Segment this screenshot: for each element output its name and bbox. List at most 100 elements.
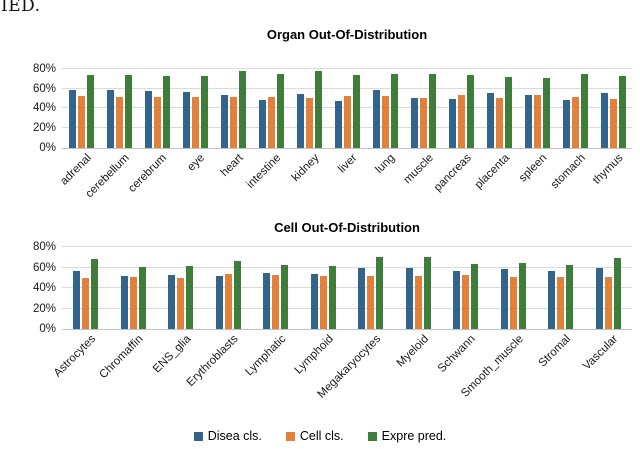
- bar-adrenal-disea-cls: [68, 89, 76, 148]
- bar-kidney-cell-cls: [305, 97, 313, 148]
- x-tick-eye: eye: [185, 152, 208, 174]
- bar-chromaffin-cell-cls: [129, 276, 137, 329]
- bar-group-schwann: [442, 240, 490, 329]
- y-tick-60: 60%: [32, 261, 56, 274]
- legend-swatch-disea-cls: [193, 431, 203, 441]
- bar-stromal-disea-cls: [548, 270, 556, 329]
- x-tick-adrenal: adrenal: [57, 152, 94, 188]
- bar-chromaffin-disea-cls: [120, 275, 128, 329]
- bar-group-spleen: [518, 62, 556, 148]
- cell-plot-area: [62, 240, 632, 330]
- x-tick-placenta: placenta: [472, 152, 512, 192]
- x-tick-thymus: thymus: [590, 152, 626, 187]
- bar-lymphoid-cell-cls: [319, 275, 327, 329]
- bar-ens-glia-cell-cls: [177, 277, 185, 329]
- bar-stomach-disea-cls: [562, 99, 570, 148]
- x-tick-myeloid: Myeloid: [394, 333, 431, 370]
- bar-eye-disea-cls: [182, 91, 190, 148]
- bar-thymus-cell-cls: [609, 98, 617, 148]
- bar-cerebrum-disea-cls: [144, 90, 152, 148]
- organ-chart-title: Organ Out-Of-Distribution: [266, 27, 428, 42]
- bar-smooth-muscle-cell-cls: [509, 276, 517, 329]
- bar-schwann-disea-cls: [453, 270, 461, 329]
- gridline-60: [62, 266, 632, 268]
- bar-group-cerebrum: [138, 62, 176, 148]
- organ-plot-area: [62, 62, 632, 149]
- bar-group-astrocytes: [62, 240, 110, 329]
- x-tick-stomach: stomach: [548, 152, 588, 192]
- bar-group-lymphoid: [300, 240, 348, 329]
- bar-lung-expre-pred: [390, 73, 398, 148]
- bar-myeloid-cell-cls: [414, 275, 422, 329]
- y-tick-40: 40%: [32, 102, 56, 115]
- legend-swatch-expre-pred: [367, 431, 377, 441]
- bar-smooth-muscle-disea-cls: [500, 268, 508, 329]
- bar-thymus-disea-cls: [600, 92, 608, 148]
- y-tick-80: 80%: [32, 62, 56, 75]
- bar-heart-expre-pred: [238, 70, 246, 148]
- y-tick-20: 20%: [32, 302, 56, 315]
- bar-liver-disea-cls: [334, 100, 342, 148]
- bar-group-stomach: [556, 62, 594, 148]
- bar-schwann-expre-pred: [471, 263, 479, 329]
- legend-label-cell-cls: Cell cls.: [299, 429, 344, 443]
- bar-intestine-disea-cls: [258, 99, 266, 148]
- x-tick-astrocytes: Astrocytes: [51, 333, 99, 380]
- bar-spleen-disea-cls: [524, 94, 532, 148]
- bar-group-liver: [328, 62, 366, 148]
- x-tick-ens-glia: ENS_glia: [150, 333, 194, 376]
- bar-lymphatic-disea-cls: [263, 272, 271, 329]
- bar-group-vascular: [585, 240, 633, 329]
- x-tick-stromal: Stromal: [536, 333, 574, 370]
- bar-group-heart: [214, 62, 252, 148]
- gridline-80: [62, 246, 632, 248]
- bar-megakaryocytes-disea-cls: [358, 267, 366, 329]
- legend-item-expre-pred: Expre pred.: [367, 429, 447, 443]
- bar-vascular-expre-pred: [613, 258, 621, 329]
- x-tick-lymphoid: Lymphoid: [292, 333, 336, 377]
- bar-placenta-expre-pred: [504, 76, 512, 148]
- bar-intestine-cell-cls: [267, 96, 275, 148]
- bar-group-stromal: [537, 240, 585, 329]
- legend-label-expre-pred: Expre pred.: [381, 429, 447, 443]
- bar-lymphoid-expre-pred: [328, 265, 336, 329]
- x-tick-lymphatic: Lymphatic: [242, 333, 289, 379]
- x-tick-spleen: spleen: [517, 152, 550, 185]
- bar-astrocytes-cell-cls: [82, 277, 90, 329]
- bar-lung-disea-cls: [372, 89, 380, 148]
- bar-adrenal-cell-cls: [77, 95, 85, 148]
- bar-astrocytes-disea-cls: [73, 270, 81, 329]
- x-tick-kidney: kidney: [289, 152, 322, 184]
- legend-label-disea-cls: Disea cls.: [207, 429, 262, 443]
- x-tick-chromaffin: Chromaffin: [97, 333, 146, 382]
- chart-legend: Disea cls. Cell cls. Expre pred.: [0, 429, 640, 443]
- bar-pancreas-cell-cls: [457, 94, 465, 148]
- bar-lymphatic-cell-cls: [272, 274, 280, 329]
- bar-group-smooth-muscle: [490, 240, 538, 329]
- bar-stromal-expre-pred: [566, 264, 574, 329]
- bar-megakaryocytes-cell-cls: [367, 275, 375, 329]
- x-tick-pancreas: pancreas: [431, 152, 474, 194]
- cell-chart-title: Cell Out-Of-Distribution: [274, 220, 420, 235]
- x-tick-schwann: Schwann: [436, 333, 479, 375]
- y-tick-80: 80%: [32, 241, 56, 254]
- legend-item-cell-cls: Cell cls.: [285, 429, 344, 443]
- bar-erythroblasts-cell-cls: [224, 273, 232, 329]
- bar-chromaffin-expre-pred: [138, 266, 146, 329]
- bar-vascular-disea-cls: [595, 267, 603, 329]
- y-tick-60: 60%: [32, 82, 56, 95]
- bar-muscle-cell-cls: [419, 97, 427, 148]
- x-tick-vascular: Vascular: [581, 333, 621, 373]
- y-tick-0: 0%: [39, 142, 56, 154]
- bar-group-cerebellum: [100, 62, 138, 148]
- bar-adrenal-expre-pred: [86, 74, 94, 148]
- legend-item-disea-cls: Disea cls.: [193, 429, 262, 443]
- x-tick-muscle: muscle: [401, 152, 436, 187]
- bar-group-chromaffin: [110, 240, 158, 329]
- bar-lung-cell-cls: [381, 95, 389, 148]
- bar-heart-cell-cls: [229, 96, 237, 148]
- x-tick-liver: liver: [336, 152, 360, 176]
- bar-myeloid-expre-pred: [423, 257, 431, 329]
- bar-group-adrenal: [62, 62, 100, 148]
